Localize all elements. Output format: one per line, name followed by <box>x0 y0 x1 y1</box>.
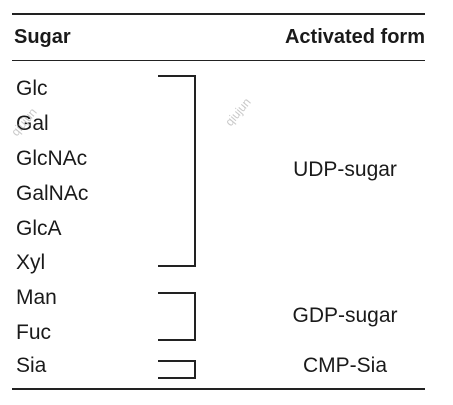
activated-form-udp-sugar: UDP-sugar <box>293 158 397 181</box>
watermark-2: qiujun <box>222 95 254 129</box>
table-top-rule <box>12 13 425 15</box>
bracket-udp-group <box>158 75 196 267</box>
sugar-man: Man <box>16 286 57 309</box>
activated-form-cmp-sia: CMP-Sia <box>302 354 387 377</box>
sugar-glc: Glc <box>16 77 48 100</box>
bracket-gdp-group <box>158 292 196 341</box>
header-sugar: Sugar <box>14 26 71 48</box>
sugar-galnac: GalNAc <box>16 182 89 205</box>
sugar-xyl: Xyl <box>16 251 46 274</box>
sugar-glcnac: GlcNAc <box>16 147 88 170</box>
table-header-rule <box>12 60 425 61</box>
header-activated-form: Activated form <box>284 26 425 48</box>
activated-form-gdp-sugar: GDP-sugar <box>292 304 398 327</box>
sugar-gal: Gal <box>16 112 49 135</box>
table-bottom-rule <box>12 388 425 390</box>
sugar-glca: GlcA <box>16 217 62 240</box>
bracket-cmp-group <box>158 360 196 379</box>
sugar-fuc: Fuc <box>16 321 52 344</box>
sugar-sia: Sia <box>16 354 47 377</box>
